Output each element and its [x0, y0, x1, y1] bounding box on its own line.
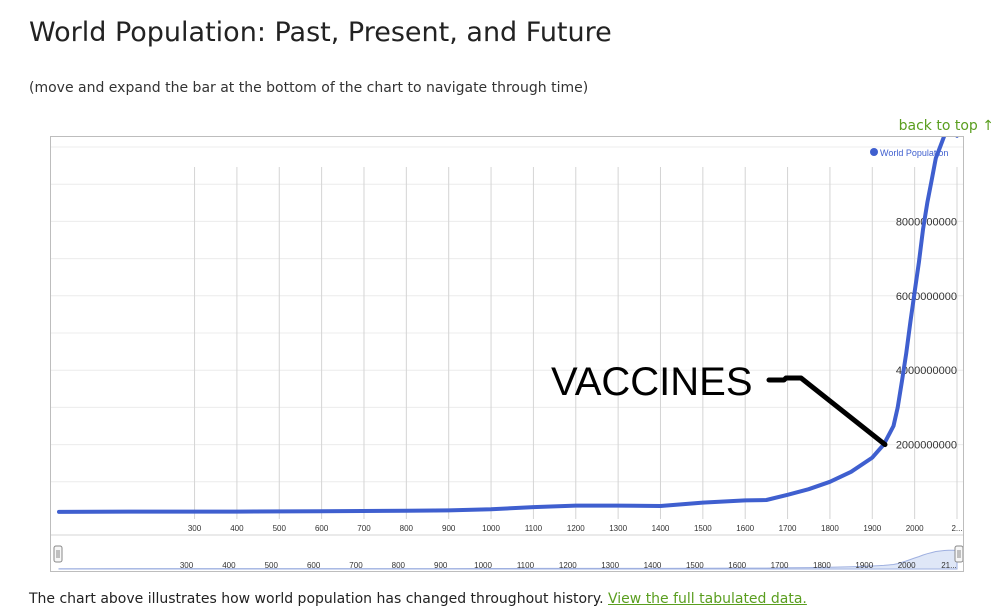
- y-tick-label: 4000000000: [896, 365, 957, 377]
- navigator-left-handle[interactable]: [53, 545, 63, 563]
- legend[interactable]: World Population: [870, 148, 948, 158]
- tabulated-data-link[interactable]: View the full tabulated data.: [608, 591, 807, 607]
- navigator-tick-label: 400: [222, 561, 236, 570]
- navigator-tick-label: 2000: [898, 561, 916, 570]
- x-tick-label: 600: [315, 524, 329, 533]
- annotation-label: VACCINES: [551, 360, 753, 404]
- navigator-tick-label: 1800: [813, 561, 831, 570]
- x-tick-label: 1100: [525, 524, 543, 533]
- navigator-tick-label: 900: [434, 561, 448, 570]
- legend-marker: [870, 148, 878, 156]
- x-tick-label: 1200: [567, 524, 585, 533]
- navigator-tick-label: 1700: [771, 561, 789, 570]
- legend-label: World Population: [880, 148, 948, 158]
- navigator-tick-label: 1500: [686, 561, 704, 570]
- x-tick-label: 2000: [906, 524, 924, 533]
- population-series-line: [57, 137, 959, 514]
- back-to-top-link[interactable]: back to top ↑: [898, 118, 994, 134]
- x-tick-label: 1600: [736, 524, 754, 533]
- x-tick-label: 1000: [482, 524, 500, 533]
- time-navigator[interactable]: 300 400 500 600 700 800 900 1000 1100 1200 1300 140…: [51, 534, 964, 570]
- series-layer: [57, 137, 959, 514]
- page-title: World Population: Past, Present, and Fut…: [29, 17, 612, 48]
- y-tick-label: 8000000000: [896, 216, 957, 228]
- navigator-tick-label: 700: [349, 561, 363, 570]
- x-tick-label: 1900: [863, 524, 881, 533]
- navigator-tick-label: 1900: [855, 561, 873, 570]
- navigator-tick-label: 1400: [644, 561, 662, 570]
- x-tick-label: 1500: [694, 524, 712, 533]
- navigator-tick-label: 1600: [728, 561, 746, 570]
- navigator-tick-label: 1200: [559, 561, 577, 570]
- annotation-pointer: [766, 375, 888, 448]
- x-tick-label: 400: [230, 524, 244, 533]
- x-tick-label: 900: [442, 524, 456, 533]
- page-subtitle: (move and expand the bar at the bottom o…: [29, 80, 589, 96]
- annotation-layer: VACCINES: [551, 360, 888, 448]
- navigator-right-handle[interactable]: [954, 545, 963, 563]
- navigator-tick-label: 600: [307, 561, 321, 570]
- x-tick-label: 800: [400, 524, 414, 533]
- navigator-tick-label: 800: [392, 561, 406, 570]
- y-axis: 2000000000 4000000000 6000000000 8000000000: [896, 216, 957, 451]
- navigator-tick-label: 1300: [601, 561, 619, 570]
- x-tick-label: 1800: [821, 524, 839, 533]
- y-tick-label: 6000000000: [896, 291, 957, 303]
- navigator-tick-label: 500: [265, 561, 279, 570]
- navigator-tick-label: 21...: [941, 561, 957, 570]
- x-tick-label: 2...: [951, 524, 962, 533]
- y-tick-label: 2000000000: [896, 440, 957, 452]
- x-tick-label: 1300: [609, 524, 627, 533]
- population-chart[interactable]: 300 400 500 600 700 800 900 1000 1100 1200 1300 140…: [50, 136, 964, 572]
- grid-layer: [51, 146, 963, 519]
- x-axis: 300 400 500 600 700 800 900 1000 1100 1200 1300 140…: [188, 524, 963, 533]
- navigator-tick-label: 1000: [474, 561, 492, 570]
- chart-svg: 300 400 500 600 700 800 900 1000 1100 1200 1300 140…: [51, 137, 964, 570]
- chart-caption: The chart above illustrates how world po…: [29, 591, 807, 607]
- navigator-tick-label: 300: [180, 561, 194, 570]
- x-tick-label: 300: [188, 524, 202, 533]
- navigator-ticks: 300 400 500 600 700 800 900 1000 1100 1200 1300 140…: [180, 561, 957, 570]
- x-tick-label: 700: [357, 524, 371, 533]
- navigator-area: [58, 549, 958, 570]
- x-tick-label: 500: [273, 524, 287, 533]
- caption-text: The chart above illustrates how world po…: [29, 591, 604, 607]
- x-tick-label: 1700: [779, 524, 797, 533]
- x-tick-label: 1400: [652, 524, 670, 533]
- navigator-tick-label: 1100: [517, 561, 535, 570]
